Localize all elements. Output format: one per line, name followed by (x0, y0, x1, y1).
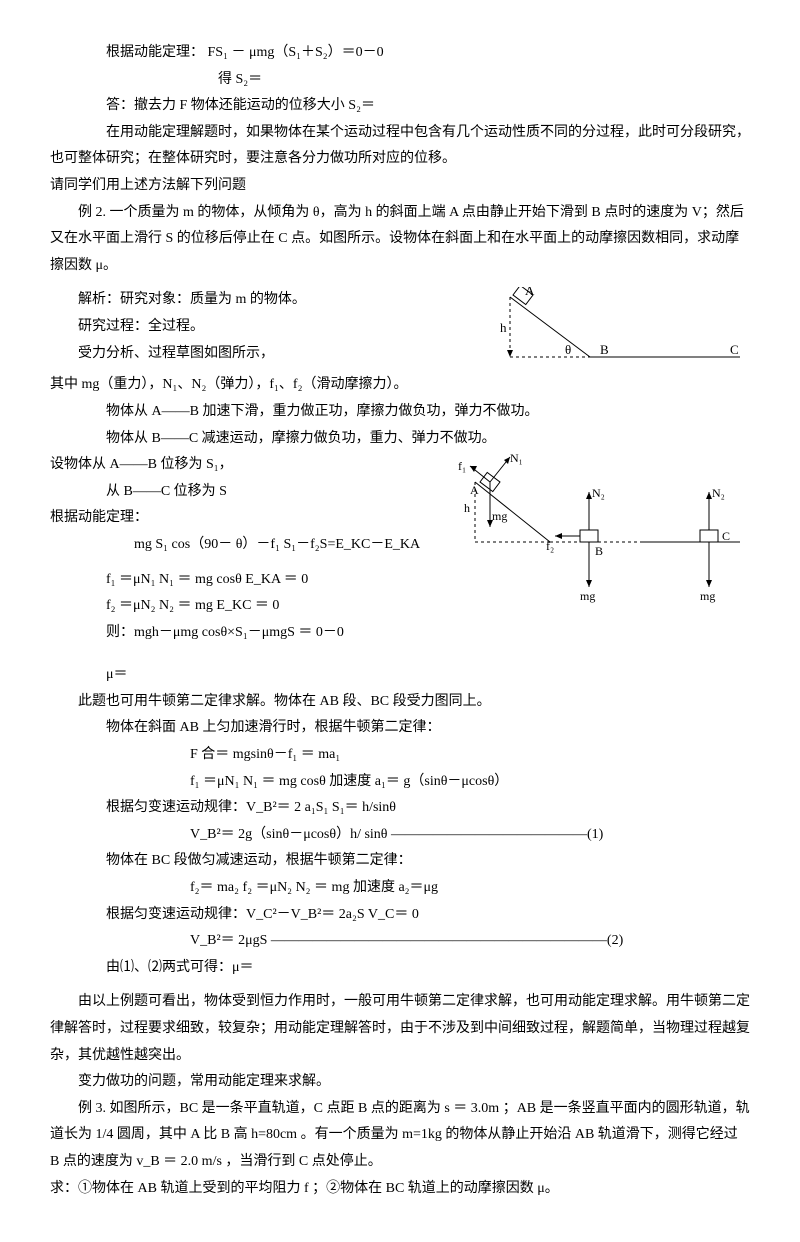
line: 物体从 B——C 减速运动，摩擦力做负功，重力、弹力不做功。 (50, 426, 750, 453)
label-C: C (730, 342, 739, 357)
analysis-block-1: 解析：研究对象：质量为 m 的物体。 研究过程：全过程。 受力分析、过程草图如图… (50, 287, 750, 372)
line: 物体从 A——B 加速下滑，重力做正功，摩擦力做负功，弹力不做功。 (50, 399, 750, 426)
eq: f₂ ＝μN₂ N₂ ＝ mg E_KC ＝ 0 (50, 593, 430, 620)
label-A: A (525, 287, 535, 298)
line: 设物体从 A——B 位移为 S₁， (50, 452, 430, 479)
label-N2: N₂ (592, 486, 605, 500)
example-2: 例 2. 一个质量为 m 的物体，从倾角为 θ，高为 h 的斜面上端 A 点由静… (50, 200, 750, 280)
label-B: B (595, 544, 603, 558)
line: 变力做功的问题，常用动能定理来求解。 (50, 1069, 750, 1096)
eq: mg S₁ cos（90－ θ）－f₁ S₁－f₂S=E_KC－E_KA (50, 532, 430, 559)
label-A: A (470, 483, 479, 497)
eq: 根据匀变速运动规律：V_B²＝ 2 a₁S₁ S₁＝ h/sinθ (50, 795, 750, 822)
line: 物体在 BC 段做匀减速运动，根据牛顿第二定律： (50, 848, 750, 875)
line: 请同学们用上述方法解下列问题 (50, 173, 750, 200)
eq: V_B²＝ 2g（sinθ－μcosθ）h/ sinθ ————————————… (50, 822, 750, 849)
eq: f₂＝ ma₂ f₂ ＝μN₂ N₂ ＝ mg 加速度 a₂＝μg (50, 875, 750, 902)
label-mg: mg (700, 589, 715, 603)
label-h: h (500, 320, 507, 335)
label-theta: θ (565, 342, 571, 357)
line: 由⑴、⑵两式可得：μ＝ (50, 955, 750, 982)
line: 物体在斜面 AB 上匀加速滑行时，根据牛顿第二定律： (50, 715, 750, 742)
label-C: C (722, 529, 730, 543)
line: 答：撤去力 F 物体还能运动的位移大小 S₂＝ (50, 93, 750, 120)
label-N1: N₁ (510, 452, 523, 465)
line: μ＝ (50, 662, 750, 689)
eq: 则：mgh－μmg cosθ×S₁－μmgS ＝ 0－0 (50, 620, 430, 647)
label-mg: mg (580, 589, 595, 603)
eq: V_B²＝ 2μgS ————————————————————————(2) (50, 928, 750, 955)
line: 从 B——C 位移为 S (50, 479, 430, 506)
line: 在用动能定理解题时，如果物体在某个运动过程中包含有几个运动性质不同的分过程，此时… (50, 120, 750, 173)
line: 研究过程：全过程。 (50, 314, 460, 341)
label-f1: f₁ (458, 459, 466, 473)
line: 受力分析、过程草图如图所示， (50, 341, 460, 368)
line: 其中 mg（重力），N₁、N₂（弹力），f₁、f₂（滑动摩擦力）。 (50, 372, 750, 399)
eq: 根据匀变速运动规律：V_C²－V_B²＝ 2a₂S V_C＝ 0 (50, 902, 750, 929)
line: 解析：研究对象：质量为 m 的物体。 (50, 287, 460, 314)
summary: 由以上例题可看出，物体受到恒力作用时，一般可用牛顿第二定律求解，也可用动能定理求… (50, 989, 750, 1069)
label-f2: f₂ (546, 539, 554, 553)
line: 得 S₂＝ (50, 67, 750, 94)
line: 此题也可用牛顿第二定律求解。物体在 AB 段、BC 段受力图同上。 (50, 689, 750, 716)
example-3: 例 3. 如图所示，BC 是一条平直轨道，C 点距 B 点的距离为 s ＝ 3.… (50, 1096, 750, 1176)
eq: f₁ ＝μN₁ N₁ ＝ mg cosθ E_KA ＝ 0 (50, 567, 430, 594)
analysis-block-2: 设物体从 A——B 位移为 S₁， 从 B——C 位移为 S 根据动能定理： m… (50, 452, 750, 646)
label-h: h (464, 501, 470, 515)
line: 根据动能定理： (50, 505, 430, 532)
eq: F 合＝ mgsinθ－f₁ ＝ ma₁ (50, 742, 750, 769)
label-mg: mg (492, 509, 507, 523)
label-B: B (600, 342, 609, 357)
incline-diagram-1: A h θ B C (470, 287, 750, 372)
label-N2b: N₂ (712, 486, 725, 500)
force-diagram: N₁ f₁ A h mg N₂ f₂ B mg N₂ C mg (440, 452, 750, 612)
question: 求：①物体在 AB 轨道上受到的平均阻力 f ；②物体在 BC 轨道上的动摩擦因… (50, 1176, 750, 1203)
line: 根据动能定理： FS₁ － μmg（S₁＋S₂）＝0－0 (50, 40, 750, 67)
eq: f₁ ＝μN₁ N₁ ＝ mg cosθ 加速度 a₁＝ g（sinθ－μcos… (50, 769, 750, 796)
